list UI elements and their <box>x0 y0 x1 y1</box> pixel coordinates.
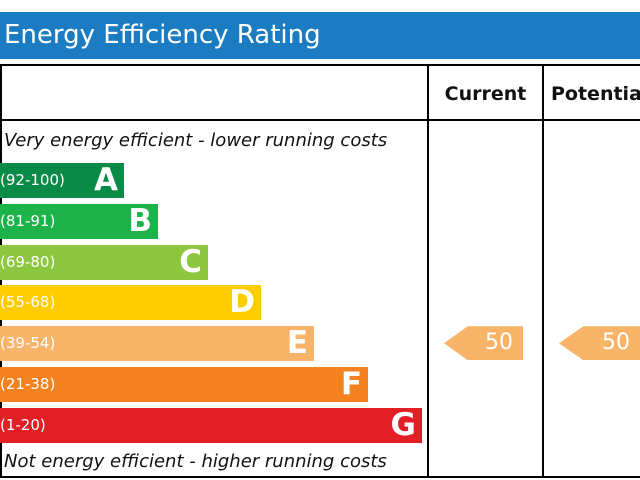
band-range-label: (69-80) <box>0 252 56 271</box>
band-a: (92-100) A <box>0 163 124 198</box>
potential-column-header: Potentia <box>551 83 640 105</box>
band-range-label: (81-91) <box>0 211 56 230</box>
band-d: (55-68) D <box>0 284 261 321</box>
potential-rating-value: 50 <box>602 330 630 356</box>
band-g: (1-20) G <box>0 406 422 443</box>
band-range-label: (21-38) <box>0 375 56 393</box>
column-divider-potential <box>542 64 544 478</box>
top-note: Very energy efficient - lower running co… <box>4 130 388 151</box>
rating-title: Energy Efficiency Rating <box>0 12 640 59</box>
band-range-label: (1-20) <box>0 415 46 434</box>
band-f: (21-38) F <box>0 367 368 402</box>
header-divider <box>0 119 640 121</box>
band-b: (81-91) B <box>0 202 158 239</box>
column-divider-current <box>427 64 429 478</box>
current-rating-value: 50 <box>485 330 513 356</box>
band-letter: E <box>286 325 308 362</box>
band-e: (39-54) E <box>0 325 314 362</box>
band-c: (69-80) C <box>0 243 208 280</box>
current-column-header: Current <box>444 83 527 105</box>
band-letter: A <box>94 162 118 198</box>
band-letter: C <box>179 243 202 280</box>
band-letter: F <box>340 366 362 402</box>
bottom-note: Not energy efficient - higher running co… <box>4 451 387 472</box>
band-range-label: (39-54) <box>0 334 56 353</box>
band-letter: G <box>390 406 416 443</box>
band-range-label: (92-100) <box>0 171 65 189</box>
band-range-label: (55-68) <box>0 293 56 312</box>
band-letter: B <box>128 202 152 239</box>
band-letter: D <box>229 284 255 321</box>
